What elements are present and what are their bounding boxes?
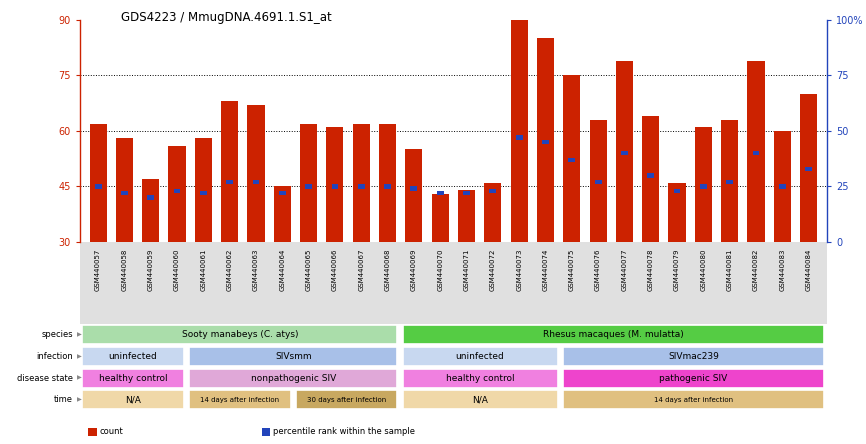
Bar: [511, 20, 527, 242]
Bar: [616, 61, 633, 242]
Text: SIVmac239: SIVmac239: [669, 352, 719, 361]
Text: Rhesus macaques (M. mulatta): Rhesus macaques (M. mulatta): [543, 330, 684, 340]
Bar: [647, 173, 654, 178]
Bar: [94, 184, 101, 189]
Text: SIVsmm: SIVsmm: [275, 352, 312, 361]
Bar: [727, 180, 734, 184]
Text: disease state: disease state: [16, 374, 73, 383]
Bar: [621, 151, 628, 155]
Text: ▶: ▶: [77, 354, 81, 359]
Bar: [221, 101, 238, 242]
Bar: [669, 183, 686, 242]
Text: healthy control: healthy control: [446, 374, 514, 383]
Bar: [274, 186, 291, 242]
Text: uninfected: uninfected: [108, 352, 158, 361]
Bar: [410, 186, 417, 191]
Bar: [542, 140, 549, 144]
Bar: [352, 123, 370, 242]
Bar: [773, 131, 791, 242]
Bar: [590, 120, 607, 242]
Text: 14 days after infection: 14 days after infection: [654, 397, 734, 403]
Text: ▶: ▶: [77, 397, 81, 402]
Bar: [489, 189, 496, 193]
Bar: [463, 191, 470, 195]
Bar: [458, 190, 475, 242]
Text: N/A: N/A: [125, 395, 141, 404]
Bar: [779, 184, 785, 189]
Text: 30 days after infection: 30 days after infection: [307, 397, 386, 403]
Bar: [747, 61, 765, 242]
Text: species: species: [41, 330, 73, 340]
Bar: [226, 180, 233, 184]
Bar: [700, 184, 707, 189]
Text: healthy control: healthy control: [99, 374, 167, 383]
Text: uninfected: uninfected: [456, 352, 504, 361]
Bar: [279, 191, 286, 195]
Bar: [516, 135, 522, 140]
Text: 14 days after infection: 14 days after infection: [200, 397, 280, 403]
Text: Sooty manabeys (C. atys): Sooty manabeys (C. atys): [182, 330, 298, 340]
Text: ▶: ▶: [77, 376, 81, 381]
Bar: [537, 39, 554, 242]
Bar: [173, 189, 180, 193]
Bar: [674, 189, 681, 193]
Bar: [332, 184, 339, 189]
Bar: [169, 146, 185, 242]
Bar: [195, 139, 212, 242]
Bar: [643, 116, 659, 242]
Bar: [753, 151, 759, 155]
Bar: [142, 179, 159, 242]
Bar: [431, 194, 449, 242]
Text: ▶: ▶: [77, 333, 81, 337]
Bar: [300, 123, 317, 242]
Bar: [200, 191, 207, 195]
Bar: [358, 184, 365, 189]
Text: pathogenic SIV: pathogenic SIV: [659, 374, 727, 383]
Bar: [568, 158, 575, 162]
Text: GDS4223 / MmugDNA.4691.1.S1_at: GDS4223 / MmugDNA.4691.1.S1_at: [121, 11, 332, 24]
Bar: [89, 123, 107, 242]
Bar: [147, 195, 154, 200]
Text: time: time: [54, 395, 73, 404]
Bar: [253, 180, 260, 184]
Bar: [326, 127, 344, 242]
Bar: [405, 150, 423, 242]
Bar: [305, 184, 312, 189]
Bar: [484, 183, 501, 242]
Bar: [121, 191, 128, 195]
Bar: [436, 191, 443, 195]
Bar: [800, 94, 818, 242]
Bar: [595, 180, 602, 184]
Text: percentile rank within the sample: percentile rank within the sample: [273, 427, 415, 436]
Bar: [379, 123, 396, 242]
Text: N/A: N/A: [472, 395, 488, 404]
Text: count: count: [100, 427, 123, 436]
Text: nonpathogenic SIV: nonpathogenic SIV: [250, 374, 336, 383]
Text: infection: infection: [36, 352, 73, 361]
Bar: [805, 166, 812, 171]
Bar: [563, 75, 580, 242]
Bar: [721, 120, 738, 242]
Bar: [248, 105, 264, 242]
Bar: [385, 184, 391, 189]
Bar: [695, 127, 712, 242]
Bar: [116, 139, 133, 242]
